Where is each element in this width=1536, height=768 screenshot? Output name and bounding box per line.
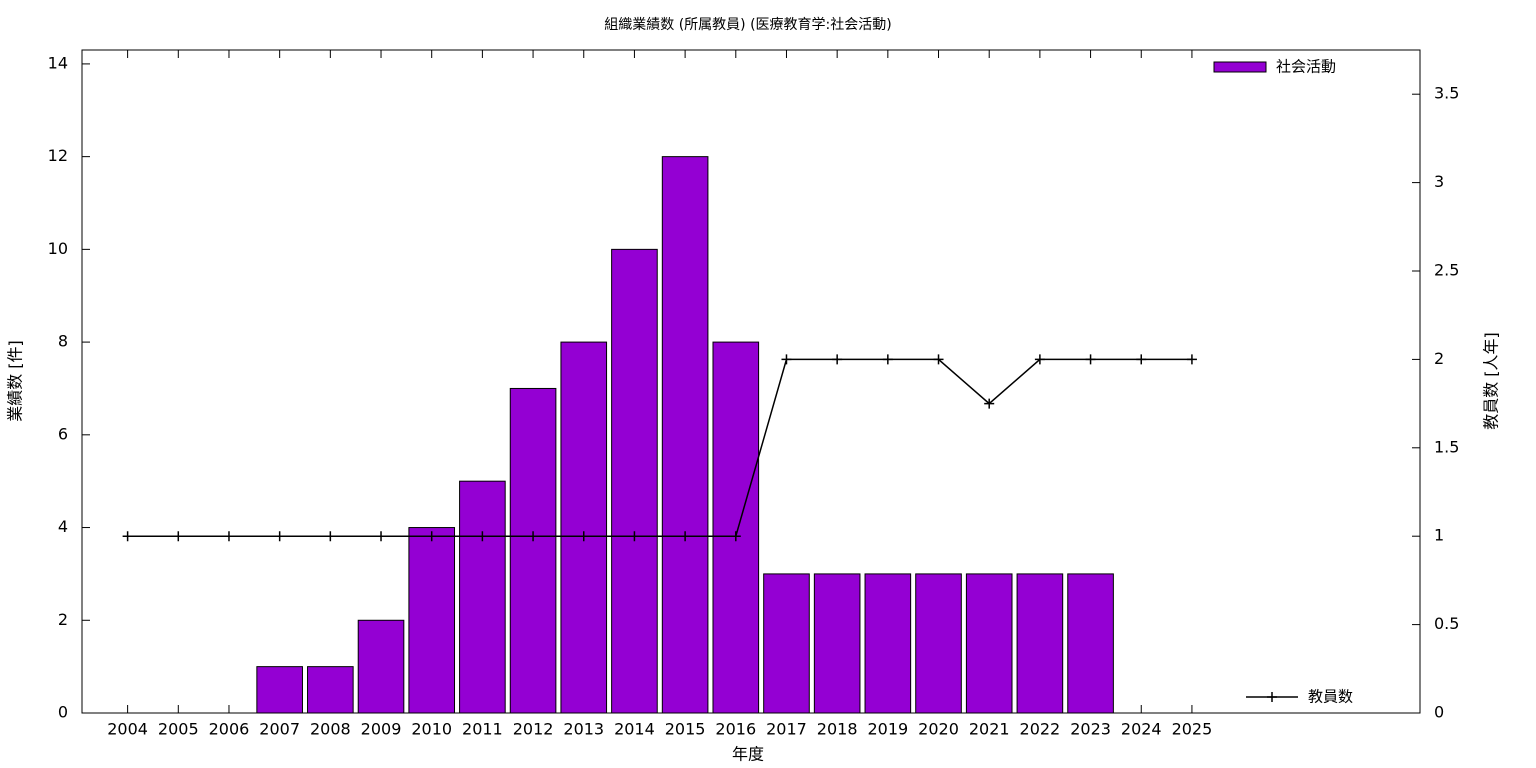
x-tick-label: 2022: [1020, 720, 1061, 739]
x-tick-label: 2019: [867, 720, 908, 739]
bar: [813, 573, 861, 714]
x-tick-label: 2021: [969, 720, 1010, 739]
point-marker: [629, 531, 640, 542]
bar: [661, 156, 709, 714]
y2-tick-label: 3.5: [1434, 84, 1459, 103]
point-marker: [730, 531, 741, 542]
point-marker: [578, 531, 589, 542]
y-tick-label: 14: [48, 53, 68, 72]
x-tick-label: 2017: [766, 720, 807, 739]
x-tick-label: 2010: [411, 720, 452, 739]
y-tick-label: 0: [58, 703, 68, 722]
legend-swatch: [1213, 61, 1267, 73]
bar: [1067, 573, 1114, 714]
bar: [560, 341, 608, 714]
bar: [459, 480, 506, 714]
point-marker: [325, 531, 336, 542]
legend-label: 社会活動: [1276, 58, 1336, 76]
y-tick-label: 12: [48, 146, 68, 165]
bar: [408, 527, 456, 714]
bar: [712, 341, 760, 714]
x-tick-label: 2025: [1172, 720, 1213, 739]
point-marker: [781, 354, 792, 365]
bar: [509, 387, 557, 714]
y2-tick-label: 2: [1434, 349, 1444, 368]
point-marker: [1186, 354, 1197, 365]
y2-tick-label: 0.5: [1434, 614, 1459, 633]
point-marker: [426, 531, 437, 542]
bar: [256, 666, 303, 714]
y2-tick-label: 1: [1434, 526, 1444, 545]
bar: [864, 573, 912, 714]
x-tick-label: 2020: [918, 720, 959, 739]
y-axis-label: 業績数 [件]: [6, 340, 25, 422]
x-tick-label: 2008: [310, 720, 351, 739]
y-tick-label: 6: [58, 424, 68, 443]
point-marker: [173, 531, 184, 542]
x-tick-label: 2023: [1070, 720, 1111, 739]
bar: [611, 248, 658, 714]
x-tick-label: 2007: [259, 720, 300, 739]
point-marker: [882, 354, 893, 365]
point-marker: [1085, 354, 1096, 365]
legend-label: 教員数: [1308, 688, 1353, 706]
x-tick-label: 2024: [1121, 720, 1162, 739]
bar: [915, 573, 962, 714]
plot-border: [81, 49, 1421, 714]
bar: [1016, 573, 1064, 714]
point-marker: [122, 531, 133, 542]
y2-tick-label: 1.5: [1434, 437, 1459, 456]
point-marker: [223, 531, 234, 542]
point-marker: [832, 354, 843, 365]
legend-marker: [1267, 692, 1277, 702]
x-tick-label: 2004: [107, 720, 148, 739]
point-marker: [1136, 354, 1147, 365]
x-tick-label: 2018: [817, 720, 858, 739]
x-tick-label: 2013: [563, 720, 604, 739]
point-marker: [274, 531, 285, 542]
x-tick-label: 2005: [158, 720, 199, 739]
point-marker: [477, 531, 488, 542]
y2-axis-label: 教員数 [人年]: [1482, 332, 1501, 430]
x-tick-label: 2009: [361, 720, 402, 739]
x-axis-label: 年度: [732, 745, 764, 764]
point-marker: [933, 354, 944, 365]
point-marker: [528, 531, 539, 542]
point-marker: [680, 531, 691, 542]
bar: [307, 666, 354, 714]
bar: [965, 573, 1013, 714]
y-tick-label: 4: [58, 517, 68, 536]
point-marker: [376, 531, 387, 542]
point-marker: [1034, 354, 1045, 365]
x-tick-label: 2011: [462, 720, 503, 739]
y-tick-label: 2: [58, 610, 68, 629]
y2-tick-label: 2.5: [1434, 261, 1459, 280]
bar: [763, 573, 810, 714]
x-tick-label: 2014: [614, 720, 655, 739]
y2-tick-label: 0: [1434, 703, 1444, 722]
y2-tick-label: 3: [1434, 172, 1444, 191]
y-tick-label: 10: [48, 239, 68, 258]
y-tick-label: 8: [58, 332, 68, 351]
line: [127, 358, 1192, 537]
chart-title: 組織業績数 (所属教員) (医療教育学:社会活動): [604, 16, 891, 33]
bar: [357, 619, 405, 714]
x-tick-label: 2016: [715, 720, 756, 739]
x-tick-label: 2006: [209, 720, 250, 739]
x-tick-label: 2015: [665, 720, 706, 739]
x-tick-label: 2012: [513, 720, 554, 739]
point-marker: [984, 398, 995, 409]
